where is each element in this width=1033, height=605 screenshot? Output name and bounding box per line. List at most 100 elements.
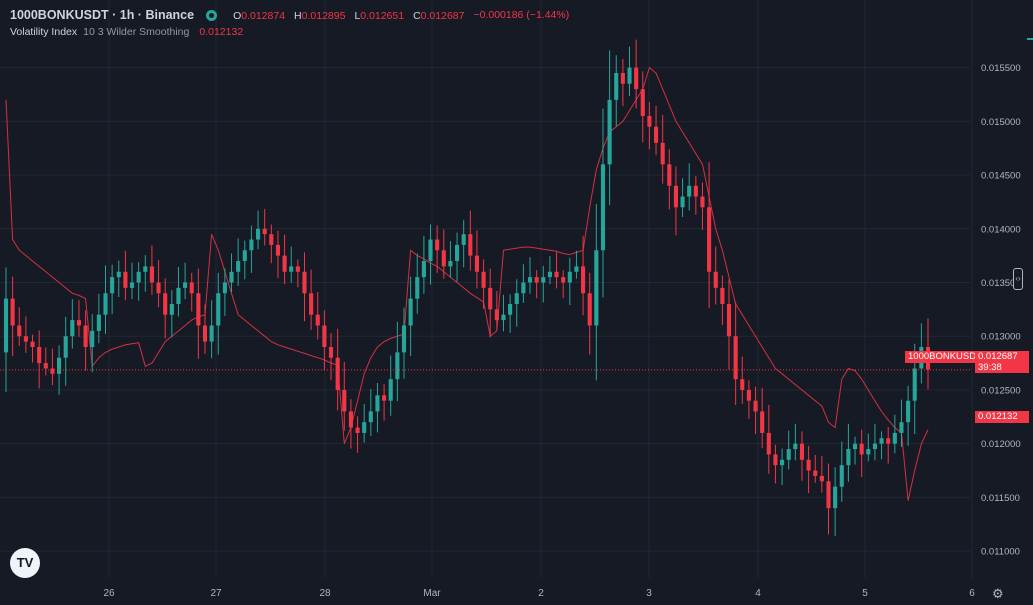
candle-body	[441, 250, 446, 267]
candle-body	[554, 271, 559, 278]
candle-body	[156, 282, 161, 294]
candle-body	[30, 341, 35, 347]
y-tick-label: 0.014500	[981, 171, 1021, 182]
indicator-params: 10 3 Wilder Smoothing	[83, 26, 190, 38]
candle-body	[634, 67, 639, 90]
candle-body	[773, 454, 778, 466]
candle-body	[627, 67, 632, 84]
candle-body	[348, 411, 353, 428]
candle-body	[561, 277, 566, 283]
candle-body	[673, 185, 678, 208]
x-tick-label: 26	[103, 588, 115, 599]
indicator-name[interactable]: Volatility Index	[10, 26, 78, 38]
candle-body	[760, 411, 765, 433]
ohlc-low: L0.012651	[354, 10, 405, 22]
candle-body	[899, 422, 904, 433]
candle-body	[541, 277, 546, 283]
candle-body	[50, 368, 55, 374]
x-tick-label: 28	[319, 588, 331, 599]
visibility-eye-icon[interactable]	[206, 9, 218, 21]
candle-body	[833, 486, 838, 509]
candle-body	[57, 357, 62, 374]
candle-body	[43, 363, 48, 369]
candle-body	[83, 325, 88, 347]
candle-body	[189, 282, 194, 294]
candle-body	[786, 449, 791, 460]
symbol-title[interactable]: 1000BONKUSDT · 1h · Binance	[10, 8, 195, 22]
candle-body	[249, 239, 254, 251]
time-axis[interactable]: 26 27 28 Mar 2 3 4 5 6	[103, 588, 975, 599]
price-axis[interactable]: 0.011000 0.011500 0.012000 0.012500 0.013000…	[981, 63, 1021, 558]
candle-body	[63, 336, 68, 358]
candle-body	[620, 72, 625, 84]
price-scale-handle-icon[interactable]: ‹›	[1013, 268, 1023, 290]
candle-body	[183, 282, 188, 288]
candle-body	[236, 261, 241, 272]
candle-body	[222, 282, 227, 294]
candle-body	[474, 255, 480, 272]
last-price-value: 0.012687	[978, 351, 1018, 362]
y-tick-label: 0.011000	[981, 547, 1020, 558]
candle-body	[667, 164, 672, 186]
candle-body	[3, 298, 9, 353]
candle-body	[23, 336, 28, 342]
x-tick-label: 6	[969, 588, 975, 599]
candle-body	[508, 304, 513, 315]
candle-body	[713, 271, 718, 288]
candle-body	[461, 234, 466, 245]
candle-body	[906, 400, 911, 423]
volatility-index-layer	[5, 66, 929, 501]
candle-body	[401, 325, 407, 353]
candle-body	[693, 185, 698, 197]
candle-body	[819, 475, 824, 482]
candle-body	[415, 277, 420, 299]
candle-body	[96, 314, 101, 331]
y-tick-label: 0.011500	[981, 493, 1020, 504]
indicator-value: 0.012132	[199, 26, 244, 38]
x-tick-label: 2	[538, 588, 544, 599]
x-tick-label: 4	[755, 588, 761, 599]
indicator-price-tag: 0.012132	[975, 411, 1029, 423]
candle-body	[388, 379, 393, 401]
candle-body	[726, 304, 732, 337]
y-tick-label: 0.015500	[981, 63, 1021, 74]
candle-body	[395, 352, 400, 380]
tradingview-logo: TV	[10, 548, 40, 578]
candle-body	[700, 196, 705, 208]
candle-body	[10, 298, 15, 326]
candle-body	[514, 293, 519, 304]
candles-layer	[3, 39, 931, 537]
candle-body	[892, 432, 897, 444]
settings-gear-icon[interactable]: ⚙	[992, 586, 1004, 601]
candle-body	[614, 72, 619, 100]
candle-body	[912, 368, 917, 401]
candle-body	[282, 255, 287, 272]
candle-body	[17, 325, 22, 337]
candle-body	[793, 443, 798, 450]
candle-body	[766, 432, 771, 455]
candle-body	[680, 196, 685, 208]
y-tick-label: 0.014000	[981, 224, 1021, 235]
candle-body	[242, 250, 247, 262]
candle-body	[70, 320, 75, 337]
candle-body	[780, 459, 785, 466]
candle-body	[129, 282, 135, 288]
candle-body	[481, 271, 486, 288]
candle-body	[368, 411, 373, 423]
y-tick-label: 0.015000	[981, 117, 1021, 128]
candle-body	[435, 239, 440, 251]
candle-body	[262, 228, 267, 235]
y-tick-label: 0.012500	[981, 385, 1021, 396]
ohlc-close: C0.012687	[413, 10, 465, 22]
candle-body	[826, 481, 831, 509]
candle-body	[527, 277, 533, 283]
candle-body	[872, 443, 877, 450]
candle-body	[202, 325, 208, 342]
candle-body	[408, 298, 413, 326]
axis-edge-marker	[1027, 38, 1033, 40]
candle-body	[746, 389, 751, 401]
candle-body	[733, 336, 738, 380]
candle-body	[37, 346, 42, 364]
candle-body	[149, 266, 154, 283]
